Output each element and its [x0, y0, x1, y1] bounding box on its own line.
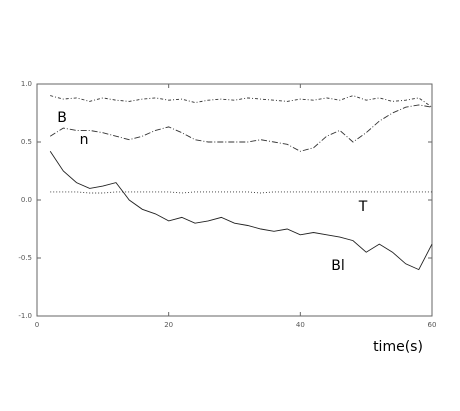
x-tick-label: 0: [35, 321, 39, 329]
y-tick-label: 0.5: [21, 138, 32, 146]
series-line: [49, 104, 433, 152]
series-line: [49, 151, 433, 271]
x-tick-label: 60: [428, 321, 437, 329]
x-tick-label: 40: [296, 321, 305, 329]
y-tick-label: -0.5: [18, 254, 32, 262]
y-tick-label: 1.0: [21, 80, 32, 88]
series-label: T: [358, 199, 368, 215]
series-label: Bl: [331, 258, 345, 274]
series-label: B: [57, 110, 67, 126]
series-line: [50, 191, 432, 194]
x-axis-label: time(s): [373, 339, 423, 355]
x-tick-label: 20: [164, 321, 173, 329]
series-line: [50, 95, 433, 108]
plot-frame: [36, 83, 433, 317]
series-label: n: [80, 132, 89, 148]
y-tick-label: 0.0: [21, 196, 32, 204]
y-tick-label: -1.0: [18, 312, 32, 320]
